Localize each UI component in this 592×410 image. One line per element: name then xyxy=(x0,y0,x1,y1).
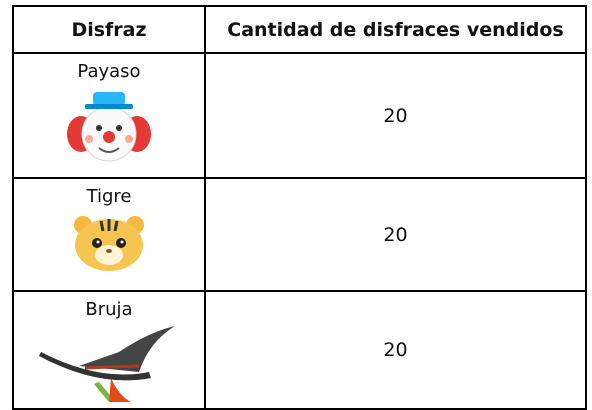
costume-cell: Bruja xyxy=(12,290,206,410)
costume-name: Tigre xyxy=(86,186,132,207)
row: Tigre 20 xyxy=(12,177,587,292)
costume-name: Bruja xyxy=(85,299,133,320)
header-cell: Cantidad de disfraces vendidos xyxy=(204,5,587,54)
tiger-icon xyxy=(74,216,144,271)
quantity: 20 xyxy=(204,177,587,292)
witch-icon xyxy=(39,326,175,402)
header-row: Disfraz Cantidad de disfraces vendidos xyxy=(12,5,587,54)
header-cell: Disfraz xyxy=(12,5,206,54)
row: Payaso 20 xyxy=(12,52,587,179)
sales-table: Disfraz Cantidad de disfraces vendidos P… xyxy=(12,5,587,410)
quantity: 20 xyxy=(204,52,587,179)
costume-cell: Tigre xyxy=(12,177,206,292)
costume-cell: Payaso xyxy=(12,52,206,179)
costume-name: Payaso xyxy=(77,61,141,82)
clown-icon xyxy=(67,92,151,162)
row: Bruja 20 xyxy=(12,290,587,410)
quantity: 20 xyxy=(204,290,587,410)
